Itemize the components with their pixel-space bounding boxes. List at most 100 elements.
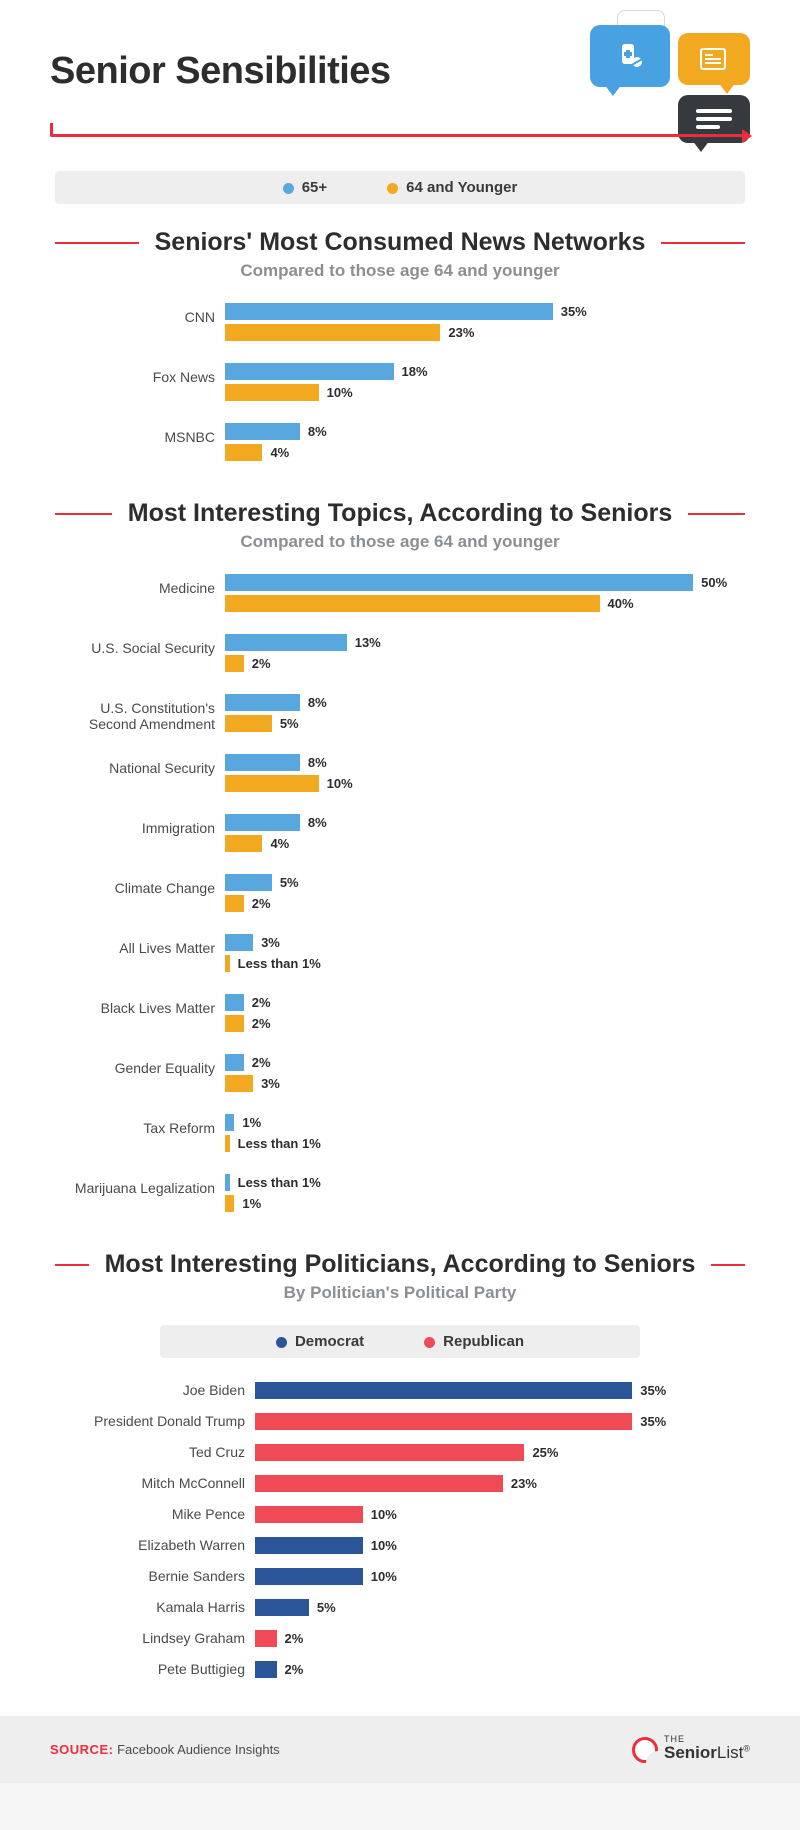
bar-value: 5%	[280, 716, 299, 731]
bar	[225, 814, 300, 831]
row-label: Mike Pence	[55, 1506, 255, 1522]
row-label: Mitch McConnell	[55, 1475, 255, 1491]
chart-row: U.S. Constitution's Second Amendment8%5%	[55, 694, 745, 736]
bar-line: 2%	[255, 1630, 740, 1647]
row-label: Lindsey Graham	[55, 1630, 255, 1646]
row-label: Climate Change	[55, 874, 225, 896]
bar-line: 25%	[255, 1444, 740, 1461]
news-bubble-icon	[678, 33, 750, 85]
bar-line: 8%	[225, 814, 740, 831]
bar	[225, 384, 319, 401]
bar-value: 35%	[640, 1414, 666, 1429]
chart-row: National Security8%10%	[55, 754, 745, 796]
section3-heading: Most Interesting Politicians, According …	[55, 1250, 745, 1279]
bar-value: 10%	[371, 1569, 397, 1584]
bar	[255, 1444, 524, 1461]
bar	[225, 363, 394, 380]
brand-mark-icon	[632, 1737, 658, 1763]
bar-value: 2%	[252, 896, 271, 911]
bar-value: 2%	[285, 1631, 304, 1646]
bar	[225, 1114, 234, 1131]
bar-value: 23%	[448, 325, 474, 340]
row-label: CNN	[55, 303, 225, 325]
bar	[225, 715, 272, 732]
row-label: MSNBC	[55, 423, 225, 445]
legend-democrat: Democrat	[276, 1333, 364, 1350]
row-label: All Lives Matter	[55, 934, 225, 956]
bar-value: 8%	[308, 695, 327, 710]
bar	[225, 574, 693, 591]
bar-value: 25%	[532, 1445, 558, 1460]
bar	[225, 1015, 244, 1032]
bar	[255, 1661, 277, 1678]
bar	[225, 775, 319, 792]
bar-line: 5%	[255, 1599, 740, 1616]
bar-line: 2%	[225, 1015, 740, 1032]
bar-value: 5%	[317, 1600, 336, 1615]
bar-line: 3%	[225, 934, 740, 951]
row-label: Gender Equality	[55, 1054, 225, 1076]
chart-row: All Lives Matter3% Less than 1%	[55, 934, 745, 976]
bar	[225, 595, 600, 612]
bar-value: 1%	[242, 1196, 261, 1211]
bar-line: 18%	[225, 363, 740, 380]
bar-line: 8%	[225, 694, 740, 711]
bar-line: Less than 1%	[225, 955, 740, 972]
bar-value: 18%	[402, 364, 428, 379]
chart-row: Bernie Sanders10%	[55, 1568, 745, 1589]
chart-row: Lindsey Graham 2%	[55, 1630, 745, 1651]
legend-republican: Republican	[424, 1333, 524, 1350]
bar	[225, 694, 300, 711]
section1-heading: Seniors' Most Consumed News Networks	[55, 228, 745, 257]
bar-line: 3%	[225, 1075, 740, 1092]
bar-line: 10%	[225, 775, 740, 792]
row-label: Black Lives Matter	[55, 994, 225, 1016]
bar-line: 50%	[225, 574, 740, 591]
chart-politicians: Joe Biden35% President Donald Trump 35% Ted…	[55, 1382, 745, 1682]
bar-value: 2%	[252, 1016, 271, 1031]
row-label: Pete Buttigieg	[55, 1661, 255, 1677]
row-label: President Donald Trump	[55, 1413, 255, 1429]
row-label: Joe Biden	[55, 1382, 255, 1398]
title-underline	[50, 123, 750, 141]
legend-senior: 65+	[283, 179, 327, 196]
bar-line: 10%	[255, 1537, 740, 1554]
bar	[225, 444, 262, 461]
row-label: Fox News	[55, 363, 225, 385]
chart-row: MSNBC 8% 4%	[55, 423, 745, 465]
bar-value: 2%	[252, 995, 271, 1010]
bar-value: 8%	[308, 755, 327, 770]
bar	[255, 1475, 503, 1492]
row-label: Elizabeth Warren	[55, 1537, 255, 1553]
bar	[255, 1630, 277, 1647]
medicine-bubble-icon	[590, 25, 670, 87]
bar	[255, 1382, 632, 1399]
header: Senior Sensibilities	[0, 0, 800, 113]
bar-line: 2%	[225, 994, 740, 1011]
bar	[225, 895, 244, 912]
chart-row: Medicine50%40%	[55, 574, 745, 616]
bar	[225, 303, 553, 320]
chart-row: U.S. Social Security13%2%	[55, 634, 745, 676]
chart-row: Joe Biden35%	[55, 1382, 745, 1403]
row-label: Ted Cruz	[55, 1444, 255, 1460]
bar-line: 8%	[225, 754, 740, 771]
chart-row: Gender Equality 2% 3%	[55, 1054, 745, 1096]
bar-value: 23%	[511, 1476, 537, 1491]
bar-line: Less than 1%	[225, 1174, 740, 1191]
bar-line: 2%	[225, 655, 740, 672]
bar-value: 8%	[308, 424, 327, 439]
chart-row: Mike Pence10%	[55, 1506, 745, 1527]
bar-line: 23%	[255, 1475, 740, 1492]
bar-line: 35%	[225, 303, 740, 320]
bar-value: 2%	[252, 1055, 271, 1070]
bar	[225, 1195, 234, 1212]
bar-value: 35%	[561, 304, 587, 319]
bar-line: 2%	[255, 1661, 740, 1678]
bar-value: Less than 1%	[238, 1136, 321, 1151]
bar	[255, 1413, 632, 1430]
bar-line: 4%	[225, 444, 740, 461]
bar	[225, 934, 253, 951]
bar	[225, 1054, 244, 1071]
bar-value: 13%	[355, 635, 381, 650]
